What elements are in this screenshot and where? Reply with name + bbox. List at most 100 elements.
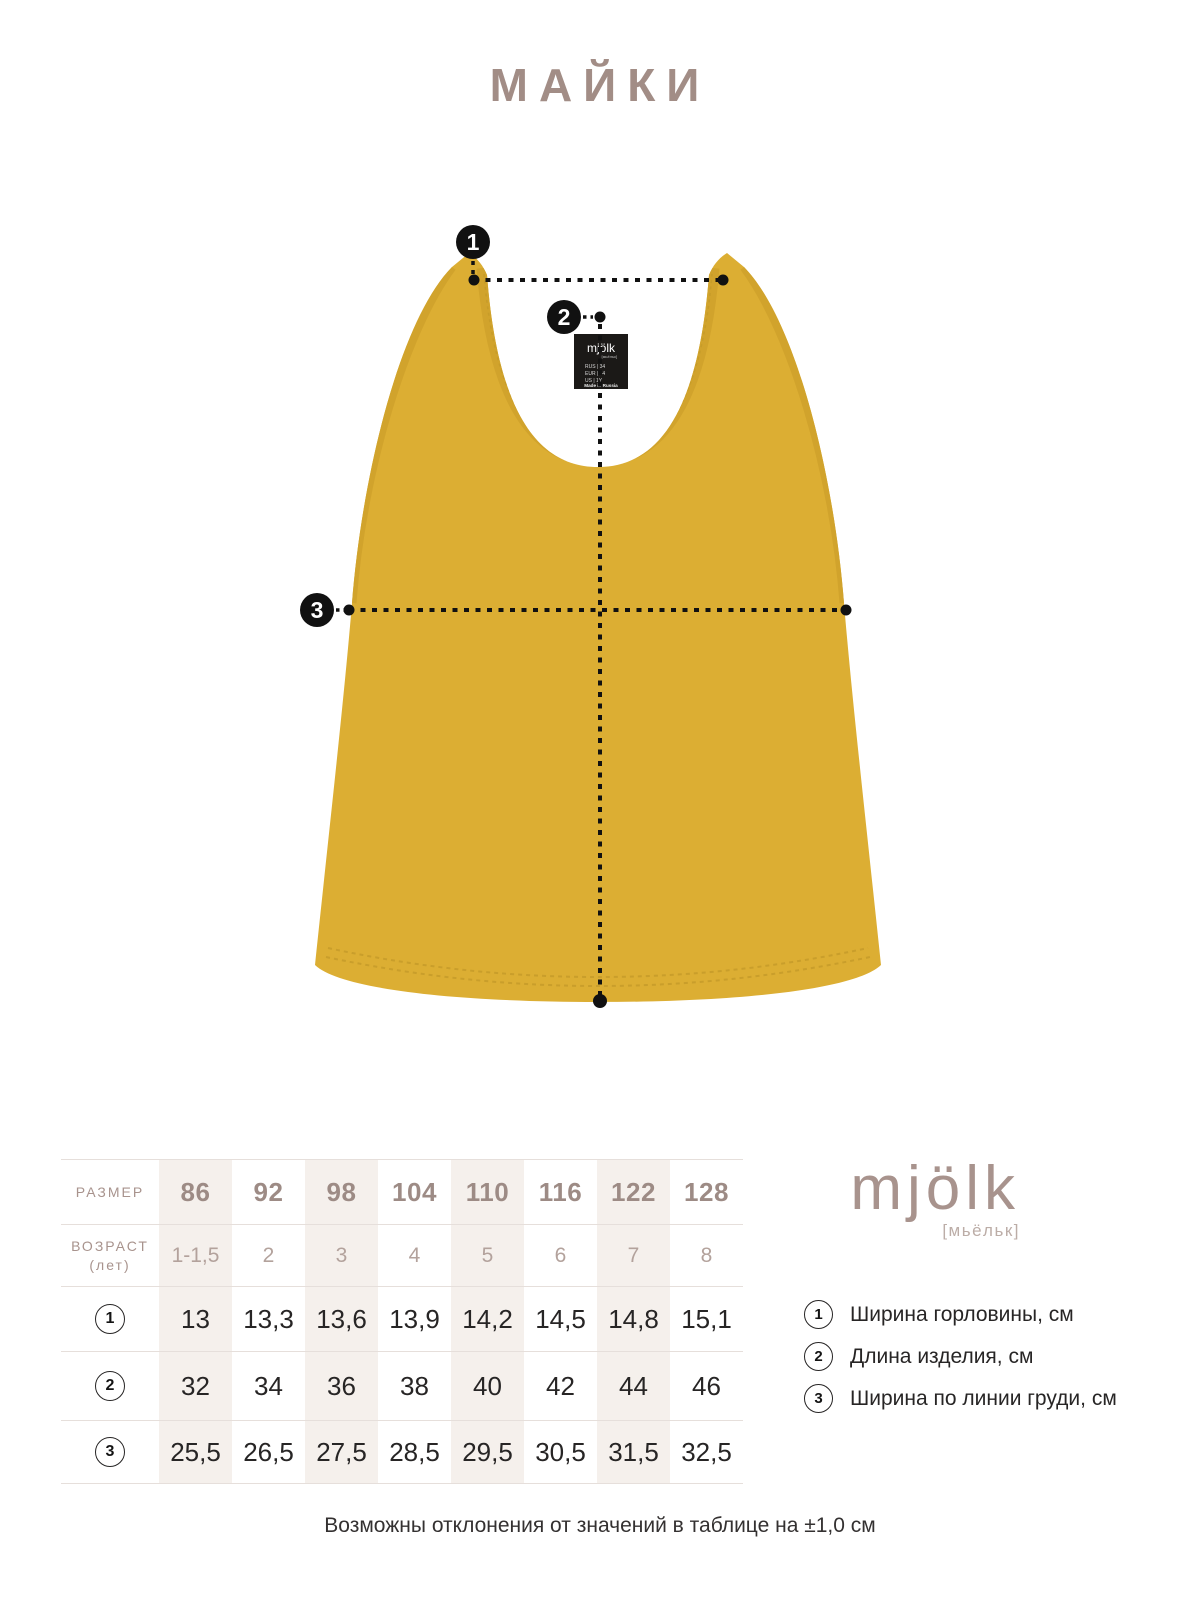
size-value: 92 (253, 1176, 284, 1207)
measure-value: 44 (619, 1370, 648, 1401)
measure-cell: 13,6 (305, 1287, 378, 1352)
age-cell: 8 (670, 1225, 743, 1287)
legend-item: 1 Ширина горловины, см (804, 1300, 1117, 1329)
age-value: 7 (627, 1243, 640, 1267)
size-header-cell: 86 (159, 1160, 232, 1225)
size-header-cell: 110 (451, 1160, 524, 1225)
marker-3-number: 3 (311, 597, 324, 623)
size-header-cell: 92 (232, 1160, 305, 1225)
size-value: 128 (684, 1176, 729, 1207)
measure-value: 28,5 (389, 1436, 440, 1467)
size-table: РАЗМЕР 86 92 98 104 110 116 122 128 ВОЗРАСТ (лет) 1… (61, 1159, 743, 1484)
size-header-cell: 98 (305, 1160, 378, 1225)
size-value: 122 (611, 1176, 656, 1207)
measure-value: 25,5 (170, 1436, 221, 1467)
measure-cell: 15,1 (670, 1287, 743, 1352)
measure-value: 36 (327, 1370, 356, 1401)
measure-cell: 38 (378, 1352, 451, 1421)
page-title: МАЙКИ (489, 59, 711, 111)
measure-row-number: 3 (95, 1437, 125, 1467)
age-value: 2 (262, 1243, 275, 1267)
size-header-cell: 104 (378, 1160, 451, 1225)
measure-value: 13,9 (389, 1303, 440, 1334)
age-cell: 7 (597, 1225, 670, 1287)
armhole-binding-right (740, 264, 849, 604)
measure-cell: 30,5 (524, 1421, 597, 1484)
measure-cell: 25,5 (159, 1421, 232, 1484)
age-cell: 6 (524, 1225, 597, 1287)
age-value: 5 (481, 1243, 494, 1267)
measure-value: 27,5 (316, 1436, 367, 1467)
measure-row-label-cell: 3 (61, 1421, 159, 1484)
care-tag-size-us: US | 1Y (585, 378, 603, 384)
legend: 1 Ширина горловины, см 2 Длина изделия, см 3… (804, 1300, 1117, 1413)
measure-value: 46 (692, 1370, 721, 1401)
measure-cell: 14,8 (597, 1287, 670, 1352)
age-cell: 2 (232, 1225, 305, 1287)
measure-value: 14,8 (608, 1303, 659, 1334)
size-value: 98 (326, 1176, 357, 1207)
measure-cell: 46 (670, 1352, 743, 1421)
care-tag-size-rus: RUS | 34 (585, 364, 605, 370)
legend-item-label: Ширина горловины, см (850, 1302, 1074, 1326)
marker-1-badge (456, 225, 490, 259)
measure-cell: 26,5 (232, 1421, 305, 1484)
measure-value: 34 (254, 1370, 283, 1401)
marker-2-number: 2 (558, 304, 571, 330)
measure-cell: 13 (159, 1287, 232, 1352)
measure-cell: 32,5 (670, 1421, 743, 1484)
measure-row-label-cell: 1 (61, 1287, 159, 1352)
legend-item: 2 Длина изделия, см (804, 1342, 1117, 1371)
measure-value: 30,5 (535, 1436, 586, 1467)
measure-value: 13,6 (316, 1303, 367, 1334)
marker-2-badge (547, 300, 581, 334)
legend-item-number: 3 (804, 1384, 833, 1413)
care-tag-brand-sub: [мьёльк] (602, 354, 617, 359)
measure-value: 13 (181, 1303, 210, 1334)
size-value: 104 (392, 1176, 437, 1207)
measure-value: 13,3 (243, 1303, 294, 1334)
tank-top-diagram: mjölk [мьёльк] RUS | 34 EUR | 34 US | 1Y… (300, 225, 881, 1008)
measure-cell: 32 (159, 1352, 232, 1421)
size-value: 116 (538, 1176, 583, 1207)
tolerance-note: Возможны отклонения от значений в таблиц… (324, 1514, 876, 1537)
size-row-label-cell: РАЗМЕР (61, 1160, 159, 1225)
measure-value: 26,5 (243, 1436, 294, 1467)
age-cell: 1-1,5 (159, 1225, 232, 1287)
brand-logo-text: mjölk (850, 1154, 1020, 1223)
age-value: 4 (408, 1243, 421, 1267)
age-value: 1-1,5 (171, 1243, 220, 1267)
measure-cell: 36 (305, 1352, 378, 1421)
measure-cell: 13,9 (378, 1287, 451, 1352)
age-row-label-cell: ВОЗРАСТ (лет) (61, 1225, 159, 1287)
age-cell: 4 (378, 1225, 451, 1287)
size-value: 86 (180, 1176, 211, 1207)
size-value: 110 (465, 1176, 510, 1207)
marker-1-number: 1 (467, 229, 480, 255)
measure-cell: 28,5 (378, 1421, 451, 1484)
measure-row-number: 1 (95, 1304, 125, 1334)
measure-value: 15,1 (681, 1303, 732, 1334)
measure-cell: 31,5 (597, 1421, 670, 1484)
measure-cell: 34 (232, 1352, 305, 1421)
brand-logo: mjölk [мьёльк] (820, 1158, 1020, 1241)
measure-value: 32,5 (681, 1436, 732, 1467)
measure-value: 40 (473, 1370, 502, 1401)
size-row-label: РАЗМЕР (75, 1183, 145, 1200)
measure-row-label-cell: 2 (61, 1352, 159, 1421)
brand-logo-transcription: [мьёльк] (942, 1221, 1020, 1240)
measure-value: 38 (400, 1370, 429, 1401)
measure-value: 32 (181, 1370, 210, 1401)
measure-value: 14,2 (462, 1303, 513, 1334)
measure-value: 14,5 (535, 1303, 586, 1334)
measure-row-number: 2 (95, 1371, 125, 1401)
measure-value: 29,5 (462, 1436, 513, 1467)
age-value: 3 (335, 1243, 348, 1267)
armhole-binding-left (347, 264, 456, 604)
size-header-cell: 128 (670, 1160, 743, 1225)
marker-3-badge (300, 593, 334, 627)
hem-stitch-bottom (325, 956, 871, 988)
measure-cell: 42 (524, 1352, 597, 1421)
legend-item-label: Ширина по линии груди, см (850, 1386, 1117, 1410)
measure-cell: 29,5 (451, 1421, 524, 1484)
